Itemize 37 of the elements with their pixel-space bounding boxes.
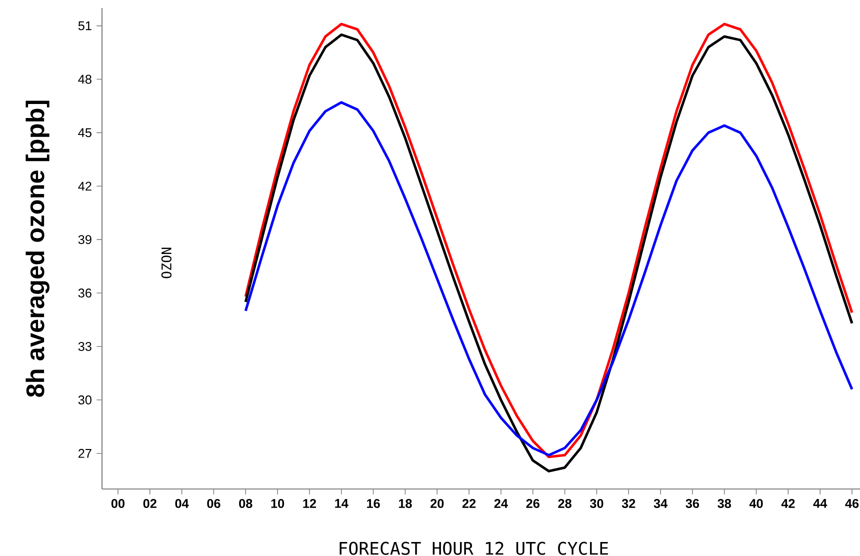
x-tick-label: 12 xyxy=(303,499,316,508)
y-axis-title: 8h averaged ozone [ppb] xyxy=(26,100,50,397)
y-tick-label: 30 xyxy=(78,395,92,404)
x-tick-label: 44 xyxy=(813,499,828,508)
x-tick-label: 38 xyxy=(718,499,732,508)
x-tick-label: 32 xyxy=(622,499,636,508)
x-tick-label: 28 xyxy=(558,499,572,508)
x-tick-label: 18 xyxy=(398,499,412,508)
x-tick-label: 22 xyxy=(462,499,476,508)
x-tick-label: 26 xyxy=(526,499,540,508)
x-axis-title: FORECAST HOUR 12 UTC CYCLE xyxy=(340,542,608,555)
x-tick-label: 36 xyxy=(686,499,700,508)
x-tick-label: 40 xyxy=(749,499,763,508)
line-series xyxy=(244,101,854,456)
y-tick-label: 39 xyxy=(78,235,92,244)
x-tick-label: 34 xyxy=(654,499,668,508)
y-tick-label: 42 xyxy=(78,182,92,191)
y-tick-label: 51 xyxy=(78,21,92,30)
x-tick-label: 14 xyxy=(335,499,348,508)
x-tick-label: 20 xyxy=(430,499,444,508)
x-tick-label: 06 xyxy=(207,499,220,508)
x-tick-label: 04 xyxy=(175,499,189,508)
y-tick-label: 45 xyxy=(78,128,92,138)
y-tick-label: 27 xyxy=(78,448,92,458)
x-tick-label: 46 xyxy=(845,499,859,508)
x-tick-label: 02 xyxy=(143,499,156,508)
y-tick-label: 36 xyxy=(78,288,92,298)
x-tick-label: 30 xyxy=(590,499,604,508)
x-tick-label: 42 xyxy=(781,499,795,508)
x-tick-label: 08 xyxy=(239,499,252,508)
annotation: OZON xyxy=(161,248,172,278)
y-tick-label: 33 xyxy=(78,342,92,351)
y-tick-label: 48 xyxy=(78,74,92,84)
x-tick-label: 16 xyxy=(367,499,380,508)
x-tick-label: 24 xyxy=(494,499,508,508)
x-tick-label: 00 xyxy=(111,499,124,508)
x-tick-label: 10 xyxy=(271,499,284,508)
